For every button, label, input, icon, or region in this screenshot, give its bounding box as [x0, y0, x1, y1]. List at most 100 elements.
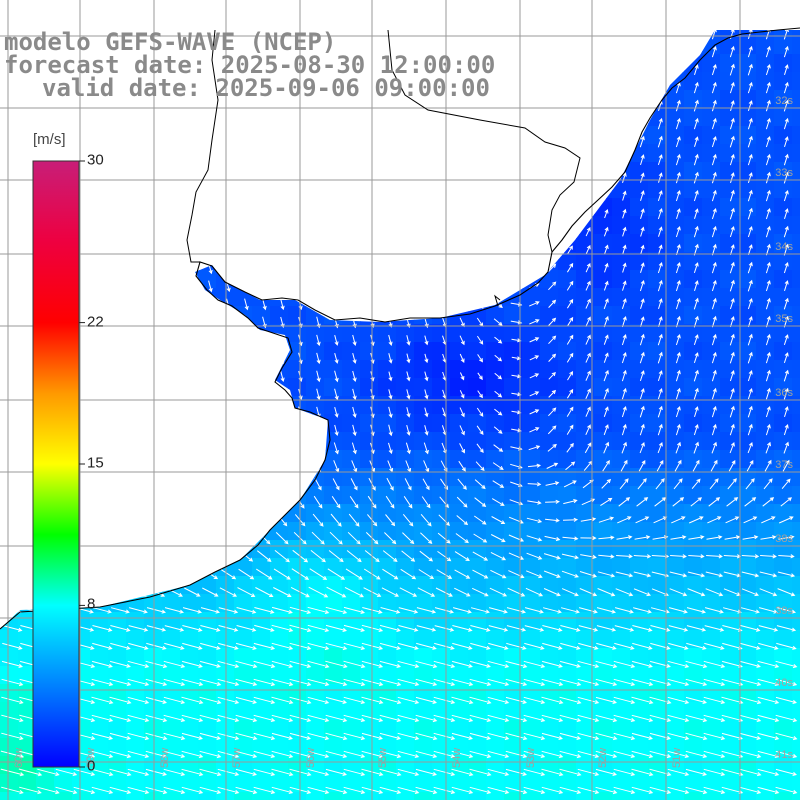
wind-arrow — [640, 244, 645, 255]
wind-speed-cell — [522, 36, 541, 55]
wind-arrow — [28, 370, 33, 382]
wind-arrow — [476, 30, 484, 40]
wind-speed-cell — [738, 144, 757, 163]
wind-speed-cell — [684, 90, 703, 109]
wind-arrow — [145, 714, 168, 723]
wind-speed-cell — [594, 450, 613, 469]
wind-arrow — [181, 750, 204, 759]
wind-arrow — [694, 208, 699, 219]
wind-speed-cell — [648, 486, 667, 505]
wind-arrow — [615, 571, 634, 578]
wind-speed-cell — [450, 396, 469, 415]
wind-speed-cell — [648, 54, 667, 73]
wind-arrow — [271, 750, 294, 759]
wind-arrow — [188, 477, 196, 491]
wind-speed-cell — [486, 30, 505, 37]
wind-arrow — [417, 587, 436, 597]
wind-speed-cell — [342, 144, 361, 163]
wind-arrow — [172, 406, 177, 419]
wind-speed-cell — [612, 540, 631, 559]
wind-speed-cell — [306, 270, 325, 289]
wind-arrow — [454, 587, 471, 597]
wind-arrow — [493, 210, 503, 218]
wind-arrow — [711, 243, 717, 256]
wind-arrow — [280, 172, 285, 185]
wind-arrow — [172, 208, 177, 221]
wind-arrow — [784, 64, 789, 76]
wind-arrow — [82, 226, 87, 239]
wind-arrow — [640, 316, 645, 327]
wind-speed-cell — [540, 180, 559, 199]
wind-arrow — [190, 280, 195, 293]
wind-speed-cell — [522, 576, 541, 595]
wind-speed-cell — [702, 432, 721, 451]
wind-speed-cell — [540, 414, 559, 433]
wind-speed-cell — [180, 450, 199, 469]
wind-speed-cell — [774, 252, 793, 271]
wind-speed-cell — [162, 378, 181, 397]
wind-speed-cell — [720, 36, 739, 55]
wind-arrow — [577, 786, 600, 794]
wind-arrow — [437, 550, 452, 562]
wind-speed-cell — [648, 306, 667, 325]
wind-speed-cell — [144, 432, 163, 451]
wind-arrow — [761, 516, 776, 524]
wind-arrow — [18, 768, 43, 777]
wind-speed-cell — [792, 144, 800, 163]
wind-arrow — [494, 336, 503, 344]
wind-arrow — [334, 388, 339, 401]
wind-arrow — [559, 750, 582, 759]
wind-arrow — [386, 477, 394, 491]
wind-speed-cell — [414, 306, 433, 325]
wind-speed-cell — [792, 414, 800, 433]
wind-arrow — [765, 153, 771, 166]
wind-arrow — [28, 406, 33, 419]
wind-arrow — [548, 353, 557, 362]
wind-arrow — [385, 495, 395, 509]
wind-arrow — [603, 352, 609, 363]
wind-speed-cell — [702, 234, 721, 253]
wind-speed-cell — [666, 522, 685, 541]
wind-arrow — [603, 64, 609, 75]
wind-speed-cell — [144, 180, 163, 199]
wind-arrow — [711, 423, 717, 436]
wind-arrow — [747, 153, 753, 166]
wind-arrow — [190, 298, 195, 311]
wind-arrow — [585, 64, 591, 76]
wind-arrow — [765, 64, 771, 76]
wind-speed-cell — [576, 486, 595, 505]
wind-arrow — [656, 460, 664, 472]
wind-arrow — [271, 714, 294, 722]
wind-speed-cell — [702, 36, 721, 55]
wind-arrow — [597, 588, 616, 597]
wind-speed-cell — [594, 30, 613, 37]
wind-arrow — [434, 607, 455, 614]
wind-arrow — [494, 390, 503, 398]
wind-arrow — [747, 423, 753, 436]
wind-arrow — [621, 118, 627, 130]
wind-speed-cell — [540, 504, 559, 523]
wind-arrow — [487, 732, 510, 741]
wind-arrow — [424, 136, 429, 148]
wind-speed-cell — [756, 576, 775, 595]
wind-speed-cell — [774, 54, 793, 73]
wind-arrow — [492, 480, 505, 488]
wind-speed-cell — [522, 108, 541, 127]
wind-arrow — [136, 172, 141, 185]
wind-arrow — [199, 786, 222, 794]
wind-speed-cell — [18, 90, 37, 109]
wind-speed-cell — [144, 558, 163, 577]
wind-arrow — [475, 461, 485, 472]
wind-arrow — [693, 190, 699, 202]
wind-speed-cell — [450, 180, 469, 199]
wind-arrow — [685, 768, 707, 776]
wind-speed-cell — [126, 504, 145, 523]
wind-speed-cell — [216, 378, 235, 397]
wind-speed-cell — [396, 288, 415, 307]
wind-arrow — [145, 696, 168, 704]
wind-speed-cell — [450, 198, 469, 217]
wind-speed-cell — [216, 216, 235, 235]
wind-speed-cell — [486, 234, 505, 253]
wind-arrow — [692, 459, 700, 472]
wind-arrow — [454, 569, 471, 579]
